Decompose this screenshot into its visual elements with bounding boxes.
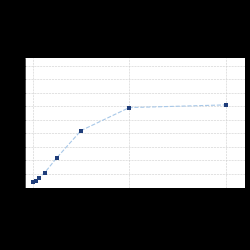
Point [79,128,83,132]
Point [37,176,41,180]
Y-axis label: OD: OD [3,118,8,128]
X-axis label: Mouse SVIP
Concentration (pg/ml): Mouse SVIP Concentration (pg/ml) [100,200,170,210]
Point [224,103,228,107]
Point [127,106,131,110]
Point [31,180,35,184]
Point [55,156,59,160]
Point [34,179,38,183]
Point [43,170,47,174]
